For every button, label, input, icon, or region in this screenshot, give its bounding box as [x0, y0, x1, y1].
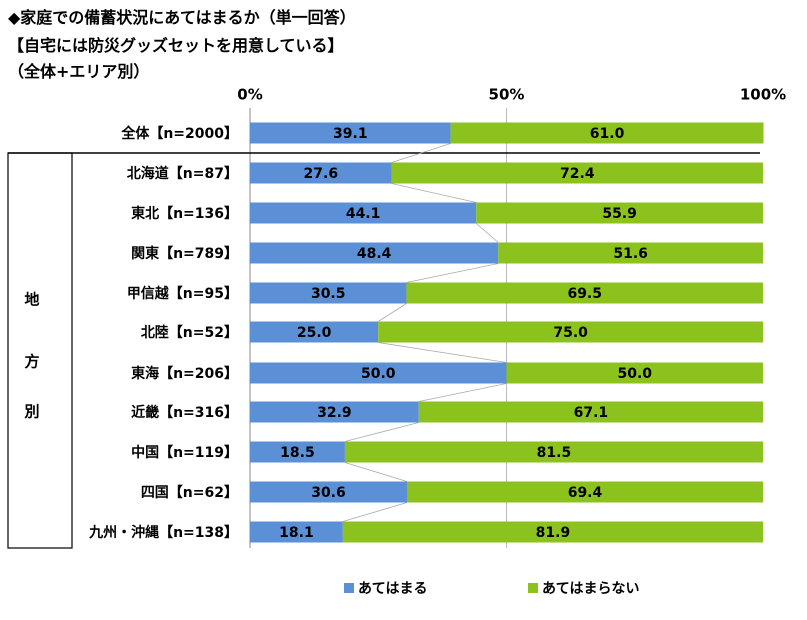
- chart-title: ◆家庭での備蓄状況にあてはまるか（単一回答）: [8, 8, 356, 27]
- legend-label-yes: あてはまる: [358, 581, 428, 597]
- axis-tick-label: 50%: [489, 86, 525, 104]
- bar-yes: [250, 401, 419, 423]
- data-label-yes: 25.0: [297, 325, 332, 341]
- data-label-no: 69.5: [567, 286, 602, 302]
- bar-no: [342, 521, 763, 543]
- legend-item-yes: あてはまる: [344, 578, 427, 598]
- data-label-no: 81.9: [536, 525, 571, 541]
- bar-no: [506, 362, 763, 384]
- series-connector-line: [391, 143, 451, 163]
- bar-yes: [250, 481, 407, 503]
- data-label-no: 67.1: [574, 405, 609, 421]
- data-label-yes: 32.9: [317, 405, 352, 421]
- category-label: 中国【n=119】: [131, 444, 238, 461]
- bar-no: [344, 441, 763, 463]
- legend-swatch-yes: [344, 583, 354, 593]
- category-label: 甲信越【n=95】: [127, 285, 238, 302]
- bar-yes: [250, 521, 343, 543]
- data-label-no: 61.0: [590, 126, 625, 142]
- region-group-label: 別: [23, 403, 39, 421]
- region-group-label: 地: [24, 291, 39, 309]
- category-label: 関東【n=789】: [131, 245, 238, 262]
- category-label: 近畿【n=316】: [131, 404, 238, 421]
- data-label-yes: 30.5: [311, 286, 346, 302]
- chart-scope-label: （全体+エリア別）: [8, 62, 150, 81]
- bar-no: [498, 242, 763, 264]
- data-label-no: 81.5: [537, 445, 572, 461]
- series-connector-line: [418, 383, 507, 402]
- category-label: 東海【n=206】: [131, 365, 238, 382]
- bar-yes: [250, 202, 477, 224]
- data-label-no: 51.6: [613, 246, 648, 262]
- bar-yes: [250, 162, 392, 184]
- series-connector-line: [342, 502, 408, 522]
- bar-no: [450, 122, 764, 144]
- category-label: 四国【n=62】: [141, 485, 238, 501]
- data-label-yes: 44.1: [346, 206, 381, 222]
- series-connector-line: [344, 462, 408, 482]
- category-label: 九州・沖縄【n=138】: [88, 524, 238, 541]
- data-label-no: 69.4: [568, 485, 603, 501]
- data-label-yes: 39.1: [333, 126, 368, 142]
- data-label-no: 55.9: [602, 206, 637, 222]
- data-label-yes: 27.6: [304, 166, 339, 182]
- bar-no: [418, 401, 763, 423]
- category-label: 北陸【n=52】: [141, 324, 238, 341]
- axis-tick-label: 0%: [237, 86, 262, 104]
- category-label: 全体【n=2000】: [120, 125, 238, 142]
- data-label-yes: 18.1: [279, 525, 314, 541]
- bar-yes: [250, 362, 507, 384]
- bar-no: [406, 282, 763, 304]
- region-group-label: 方: [24, 353, 39, 371]
- data-label-yes: 50.0: [361, 366, 396, 382]
- bar-yes: [250, 122, 451, 144]
- series-connector-line: [475, 223, 499, 243]
- bar-yes: [250, 321, 379, 343]
- legend-item-no: あてはまらない: [528, 578, 639, 598]
- category-label: 東北【n=136】: [131, 205, 238, 222]
- series-connector-line: [378, 303, 407, 322]
- data-label-yes: 18.5: [280, 445, 315, 461]
- bar-no: [406, 481, 763, 503]
- data-label-no: 72.4: [560, 166, 595, 182]
- data-label-no: 75.0: [553, 325, 588, 341]
- category-label: 北海道【n=87】: [127, 165, 238, 182]
- axis-tick-label: 100%: [740, 86, 786, 104]
- series-connector-line: [391, 183, 477, 203]
- series-connector-line: [344, 422, 419, 442]
- bar-yes: [250, 242, 499, 264]
- legend-label-no: あてはまらない: [542, 581, 640, 597]
- bar-no: [378, 321, 763, 343]
- data-label-yes: 30.6: [311, 485, 346, 501]
- legend-swatch-no: [528, 583, 538, 593]
- series-connector-line: [406, 263, 499, 283]
- bar-no: [391, 162, 763, 184]
- series-connector-line: [378, 342, 507, 363]
- bar-yes: [250, 282, 407, 304]
- data-label-yes: 48.4: [357, 246, 392, 262]
- chart-subtitle: 【自宅には防災グッズセットを用意している】: [8, 36, 344, 55]
- region-group-box: [7, 152, 73, 549]
- bar-yes: [250, 441, 345, 463]
- data-label-no: 50.0: [617, 366, 652, 382]
- bar-no: [476, 202, 763, 224]
